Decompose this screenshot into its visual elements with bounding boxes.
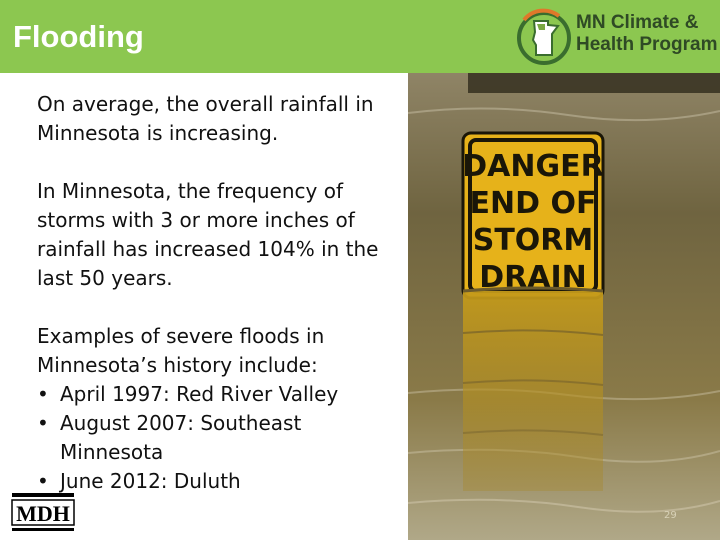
mdh-logo: MDH — [10, 492, 78, 532]
sign-line-2: END OF — [470, 186, 597, 221]
mn-climate-health-logo: MN Climate & Health Program — [514, 6, 717, 68]
paragraph-storm-frequency: In Minnesota, the frequency of storms wi… — [37, 179, 379, 290]
title-bar: Flooding MN Climate & Health Program — [0, 0, 720, 73]
logo-text: MN Climate & Health Program — [576, 12, 717, 56]
flooded-sign-photo: DANGER END OF STORM DRAIN — [408, 73, 720, 540]
list-item: • August 2007: Southeast Minnesota — [37, 409, 397, 467]
bullet-icon: • — [37, 382, 49, 406]
flood-examples-list: • April 1997: Red River Valley • August 20… — [37, 380, 397, 496]
logo-line-1: MN Climate & — [576, 12, 699, 33]
minnesota-state-icon — [517, 8, 571, 65]
paragraph-rainfall: On average, the overall rainfall in Minn… — [37, 92, 374, 145]
slide-content: On average, the overall rainfall in Minn… — [37, 90, 397, 496]
list-item: • April 1997: Red River Valley — [37, 380, 397, 409]
list-item: • June 2012: Duluth — [37, 467, 397, 496]
page-number: 29 — [664, 510, 677, 521]
slide-title: Flooding — [13, 19, 144, 54]
bullet-icon: • — [37, 469, 49, 493]
logo-line-2: Health Program — [576, 34, 718, 55]
examples-intro: Examples of severe floods in Minnesota’s… — [37, 324, 325, 377]
sign-line-3: STORM — [473, 223, 594, 258]
list-item-text: June 2012: Duluth — [60, 469, 241, 493]
mdh-letters: MDH — [16, 501, 70, 526]
list-item-text: April 1997: Red River Valley — [60, 382, 339, 406]
list-item-text: August 2007: Southeast Minnesota — [60, 411, 302, 464]
sign-line-1: DANGER — [462, 149, 603, 184]
sign-reflection — [463, 291, 603, 491]
bullet-icon: • — [37, 411, 49, 435]
